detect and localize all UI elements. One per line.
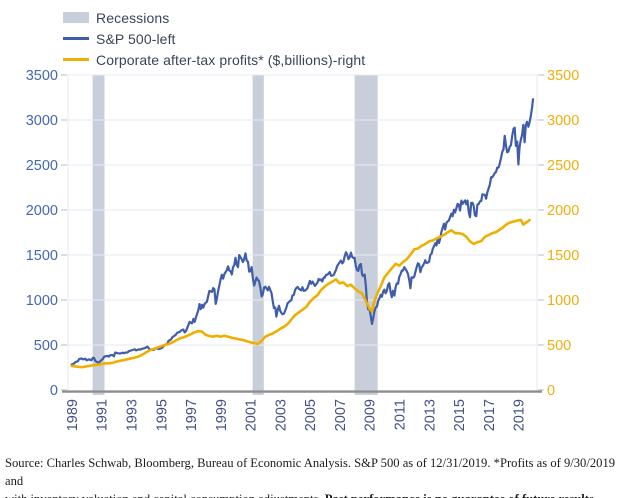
right-axis-tick-label: 2000 [547, 203, 579, 219]
right-axis-tick-label: 2500 [547, 158, 579, 174]
x-axis-tick-label: 2017 [482, 399, 498, 431]
left-axis-tick-label: 3500 [26, 68, 58, 84]
footnote-line2: with inventory valuation and capital con… [5, 492, 325, 498]
profits-line [70, 218, 531, 369]
source-footnote: Source: Charles Schwab, Bloomberg, Burea… [5, 455, 635, 498]
x-axis-tick-label: 2007 [333, 399, 349, 431]
legend-label-profits: Corporate after-tax profits* ($,billions… [96, 51, 366, 68]
x-axis-tick-label: 2019 [512, 399, 528, 431]
left-axis-tick-label: 1000 [26, 293, 58, 309]
sp500-swatch [63, 37, 89, 40]
x-axis-tick-label: 1993 [125, 399, 141, 431]
legend-item-recessions: Recessions [63, 7, 365, 28]
x-axis-tick-label: 1999 [214, 399, 230, 431]
footnote-line1: Source: Charles Schwab, Bloomberg, Burea… [5, 456, 616, 488]
legend-label-recessions: Recessions [96, 9, 170, 26]
x-axis-tick-label: 2001 [244, 399, 260, 431]
x-axis-tick-label: 2015 [452, 399, 468, 431]
x-axis-tick-label: 2013 [422, 399, 438, 431]
left-axis-tick-label: 1500 [26, 248, 58, 264]
chart-legend: Recessions S&P 500-left Corporate after-… [63, 7, 365, 70]
x-axis-tick-label: 2011 [393, 399, 409, 430]
right-axis-tick-label: 1000 [547, 293, 579, 309]
recession-band [354, 75, 378, 395]
x-axis-tick-label: 1989 [65, 399, 81, 431]
right-axis-tick-label: 3500 [547, 68, 579, 84]
right-axis-tick-label: 3000 [547, 113, 579, 129]
recession-band [92, 75, 105, 395]
legend-item-profits: Corporate after-tax profits* ($,billions… [63, 49, 365, 70]
right-axis-tick-label: 1500 [547, 248, 579, 264]
legend-label-sp500: S&P 500-left [96, 30, 176, 47]
x-axis-tick-label: 1997 [184, 399, 200, 431]
chart-plot-area: 0 0 500 500 1000 1000 1500 1500 2000 2000 2500 2500… [26, 68, 580, 431]
left-axis-tick-label: 500 [34, 338, 58, 354]
left-axis-tick-label: 2000 [26, 203, 58, 219]
legend-item-sp500: S&P 500-left [63, 28, 365, 49]
sp500-line [70, 98, 535, 366]
profits-swatch [63, 58, 89, 61]
left-axis-tick-label: 3000 [26, 113, 58, 129]
recessions-swatch [63, 12, 89, 23]
footnote-disclaimer: Past performance is no guarantee of futu… [325, 492, 597, 498]
x-axis-tick-label: 1995 [154, 399, 170, 431]
x-axis-tick-label: 1991 [95, 399, 111, 431]
recession-band [252, 75, 264, 395]
left-axis-tick-label: 2500 [26, 158, 58, 174]
x-axis-tick-label: 2009 [363, 399, 379, 431]
right-axis-tick-label: 0 [547, 383, 555, 399]
x-axis-tick-label: 2005 [303, 399, 319, 431]
x-axis-tick-label: 2003 [273, 399, 289, 431]
right-axis-tick-label: 500 [547, 338, 571, 354]
left-axis-tick-label: 0 [50, 383, 58, 399]
